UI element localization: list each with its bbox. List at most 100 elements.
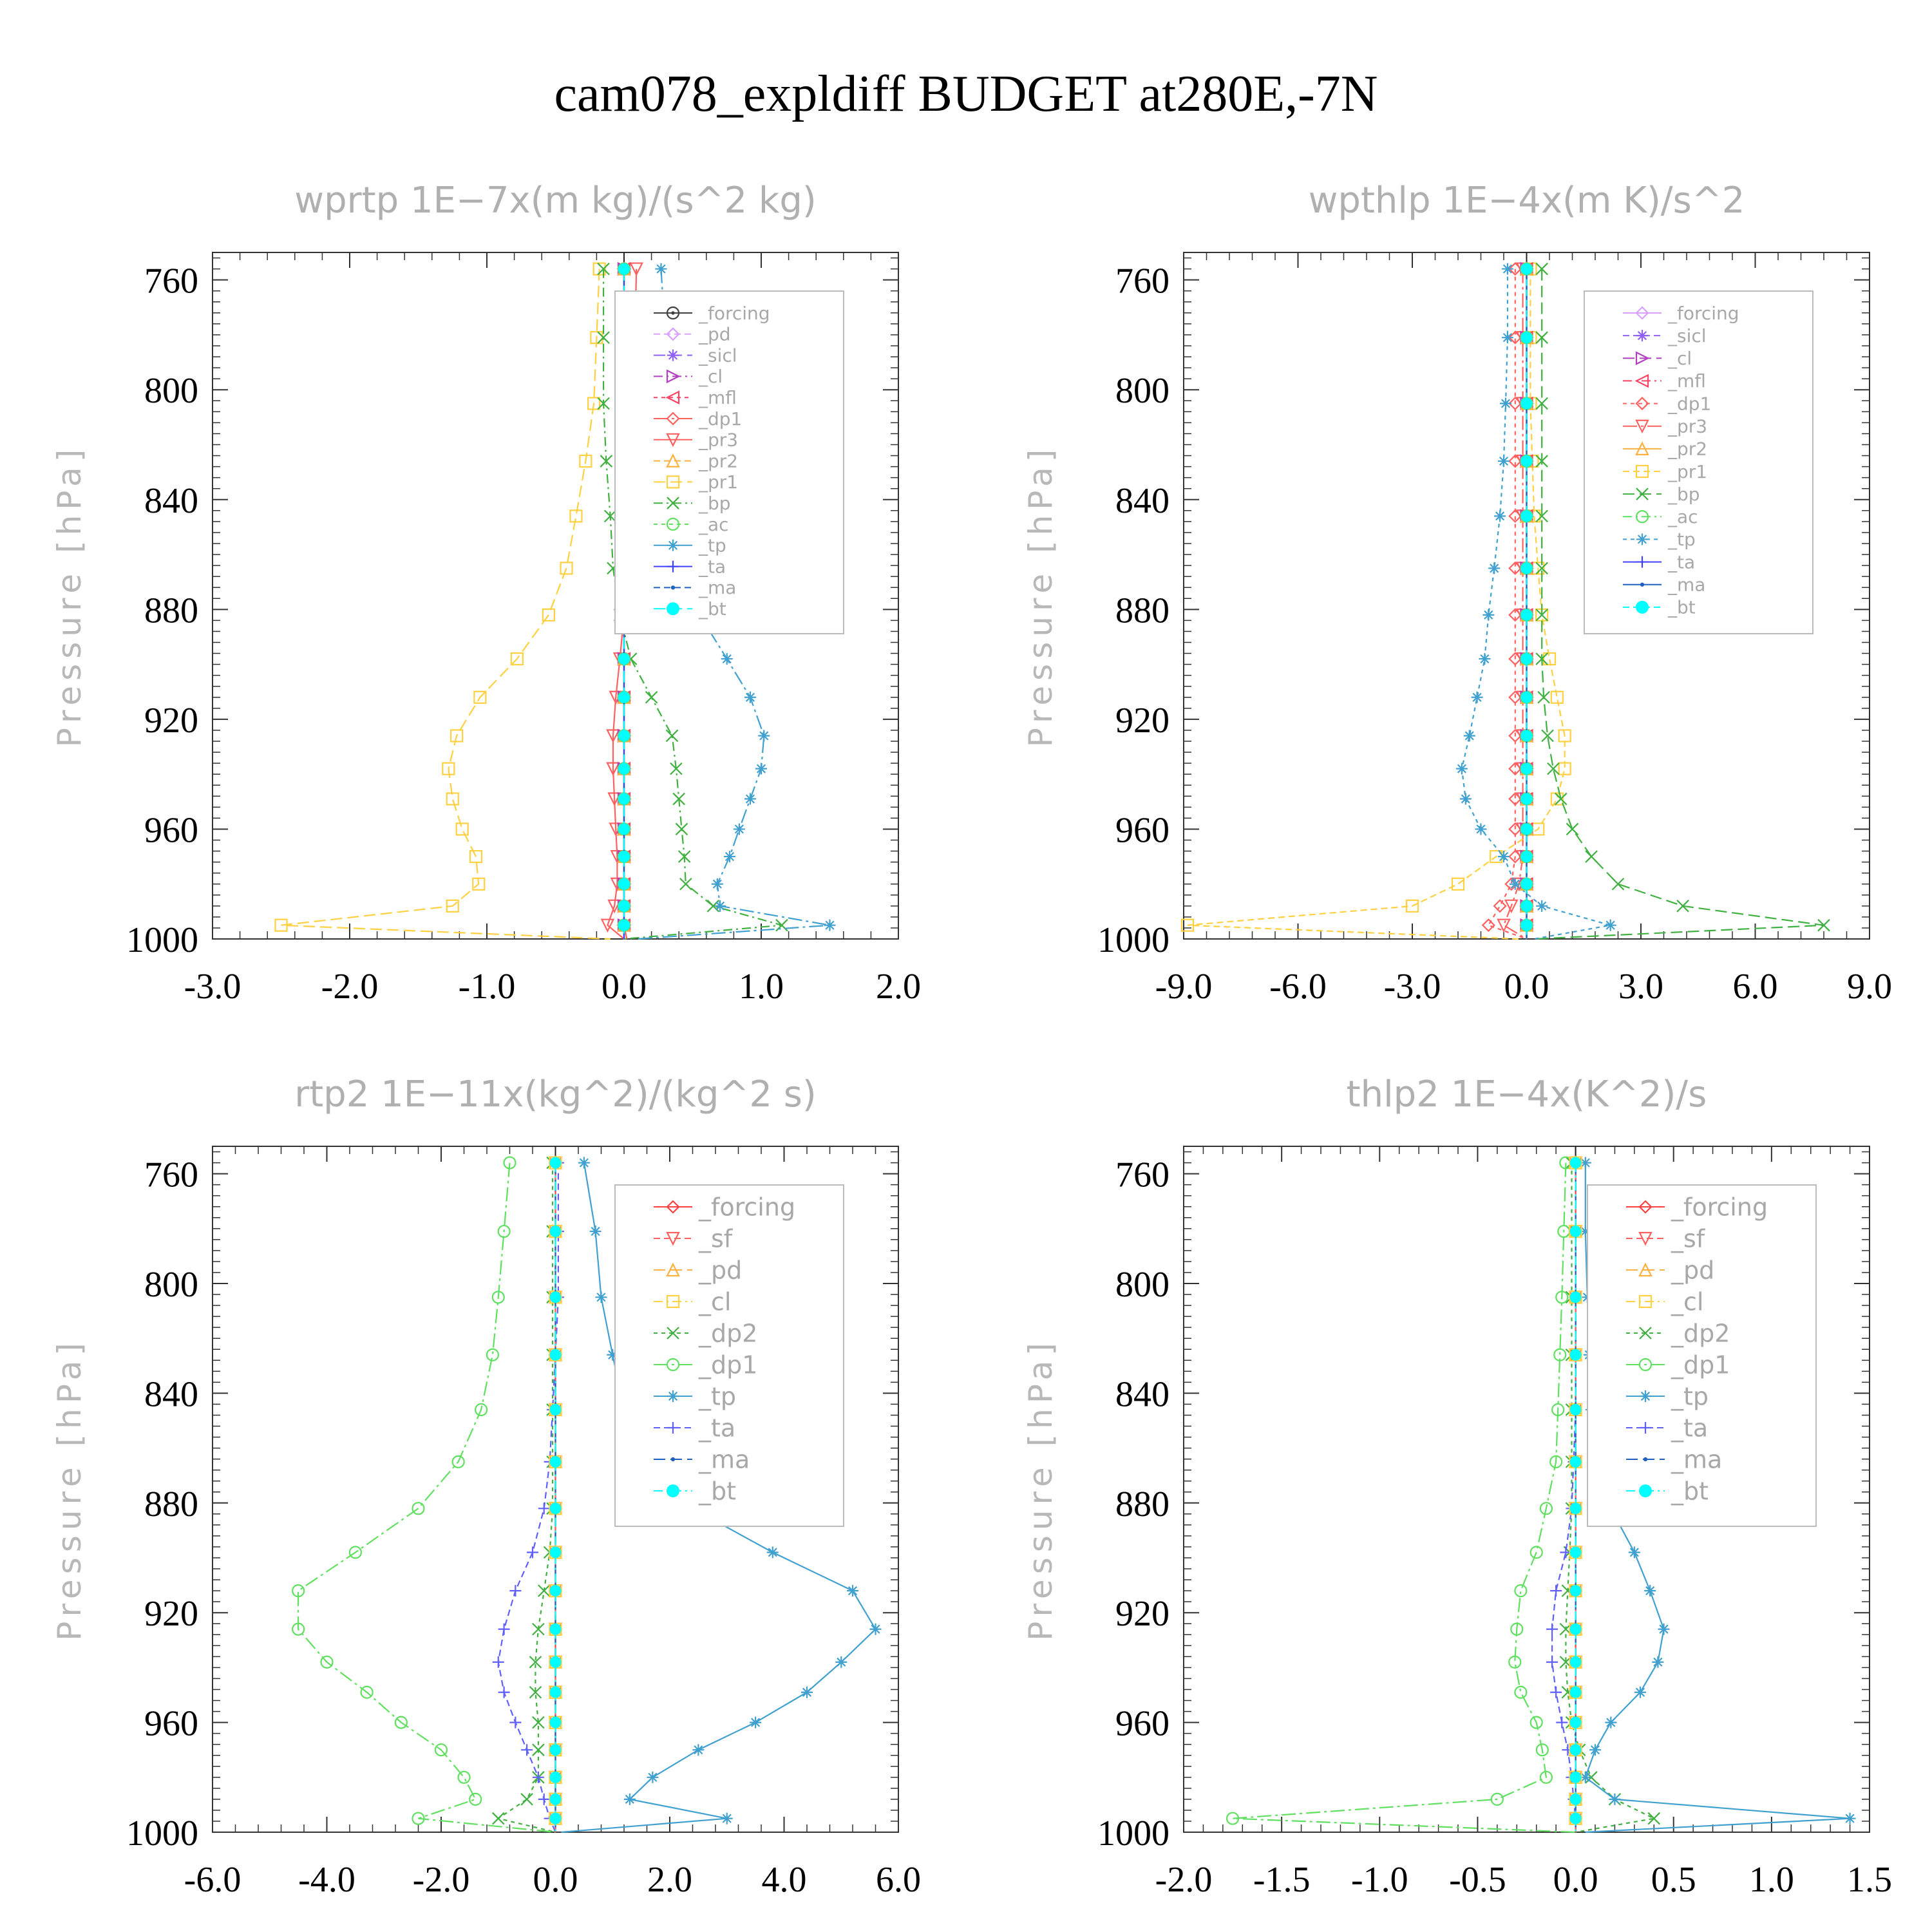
panel-rtp2: rtp2 1E−11x(kg^2)/(kg^2 s) Pressure [hPa]… [51, 1074, 921, 1900]
y-tick-label: 840 [1115, 1374, 1170, 1414]
y-tick-label: 880 [144, 591, 198, 630]
panel-title: wprtp 1E−7x(m kg)/(s^2 kg) [294, 180, 816, 222]
x-tick-label: -1.0 [1351, 1860, 1408, 1900]
data-point [549, 1793, 562, 1805]
data-point [1569, 1656, 1582, 1668]
data-point [1569, 1623, 1582, 1635]
data-point [1504, 899, 1519, 914]
y-tick-label: 760 [144, 1155, 198, 1195]
data-point [1530, 1546, 1543, 1559]
y-tick-label: 960 [144, 1704, 198, 1744]
data-point [623, 1793, 636, 1805]
data-point [560, 562, 573, 575]
data-point [549, 1455, 562, 1468]
data-point [1550, 792, 1564, 806]
series-line [1187, 269, 1566, 940]
series-line [602, 269, 782, 940]
data-point [744, 691, 756, 703]
data-point [595, 1291, 607, 1303]
data-point [1520, 878, 1533, 890]
legend-marker [1638, 1231, 1653, 1246]
legend-box [614, 290, 844, 634]
x-tick-label: -1.5 [1253, 1860, 1311, 1900]
x-tick-label: 4.0 [762, 1860, 807, 1900]
legend-marker [665, 390, 680, 404]
series_pr1 [274, 262, 611, 940]
data-point [1481, 918, 1495, 933]
data-point [1520, 851, 1533, 863]
data-point [1569, 1455, 1582, 1468]
y-tick-label: 960 [1115, 1704, 1170, 1744]
series_bt [549, 1157, 562, 1832]
legend-label: _pd [698, 324, 731, 345]
data-point [869, 1623, 882, 1635]
data-point [1520, 609, 1533, 621]
figure-title: cam078_expldiff BUDGET at280E,-7N [554, 66, 1378, 122]
y-tick-label: 880 [1115, 1484, 1170, 1524]
data-point [670, 762, 683, 775]
legend-label: _dp2 [698, 1319, 757, 1347]
data-point [486, 1348, 499, 1361]
data-point [618, 851, 630, 863]
panel-wprtp: wprtp 1E−7x(m kg)/(s^2 kg) Pressure [hPa]… [51, 180, 921, 1007]
panel-title: wpthlp 1E−4x(m K)/s^2 [1309, 180, 1745, 222]
data-point [457, 1770, 471, 1784]
data-point [1611, 877, 1625, 891]
data-point [1844, 1812, 1856, 1824]
x-tick-label: 1.0 [1749, 1860, 1794, 1900]
data-point [1569, 1716, 1582, 1728]
y-tick-label: 1000 [126, 920, 198, 960]
data-point [1634, 1686, 1646, 1698]
legend-marker [1636, 488, 1649, 500]
panel-title: thlp2 1E−4x(K^2)/s [1347, 1074, 1707, 1115]
data-point [503, 1156, 516, 1170]
data-point [1605, 1716, 1617, 1728]
legend-label: _bt [1671, 1477, 1709, 1505]
legend-label: _sicl [1667, 325, 1707, 346]
legend-marker [1635, 351, 1650, 366]
legend-label: _dp1 [698, 1350, 757, 1379]
legend-marker [670, 585, 676, 590]
data-point [1490, 1792, 1504, 1806]
series_dp2 [491, 1156, 559, 1833]
x-tick-label: -6.0 [184, 1860, 242, 1900]
data-point [677, 850, 691, 863]
data-point [618, 762, 630, 775]
data-point [758, 730, 770, 742]
y-tick-label: 960 [144, 810, 198, 850]
legend-marker [1636, 330, 1648, 342]
data-point [587, 397, 601, 410]
legend-marker [666, 369, 681, 384]
data-point [618, 900, 630, 912]
legend-marker [1638, 1262, 1653, 1277]
legend-label: _ta [1671, 1414, 1708, 1442]
data-point [532, 1716, 545, 1729]
data-point [801, 1686, 813, 1698]
data-point [679, 877, 692, 891]
data-point [1569, 1793, 1582, 1805]
data-point [1658, 1623, 1670, 1635]
legend-label: _mfl [1667, 370, 1706, 392]
data-point [1499, 397, 1511, 410]
data-point [1482, 609, 1495, 621]
y-tick-label: 840 [1115, 481, 1170, 521]
data-point [1647, 1812, 1661, 1825]
data-point [538, 1793, 550, 1805]
data-point [744, 793, 756, 805]
data-point [672, 792, 685, 806]
legend-marker [670, 1457, 676, 1462]
data-point [755, 762, 767, 775]
legend-marker [666, 412, 680, 426]
legend-label: _bp [1667, 484, 1700, 505]
series-line [497, 1162, 556, 1833]
legend-marker [1640, 1390, 1651, 1402]
legend-marker [666, 517, 680, 531]
data-point [675, 822, 688, 836]
legend-marker [667, 1390, 679, 1402]
data-point [1569, 1812, 1582, 1824]
data-point [1539, 1770, 1553, 1784]
legend-box [1584, 290, 1814, 634]
x-tick-label: 0.0 [1553, 1860, 1598, 1900]
x-tick-label: -4.0 [298, 1860, 355, 1900]
data-point [434, 1743, 448, 1757]
